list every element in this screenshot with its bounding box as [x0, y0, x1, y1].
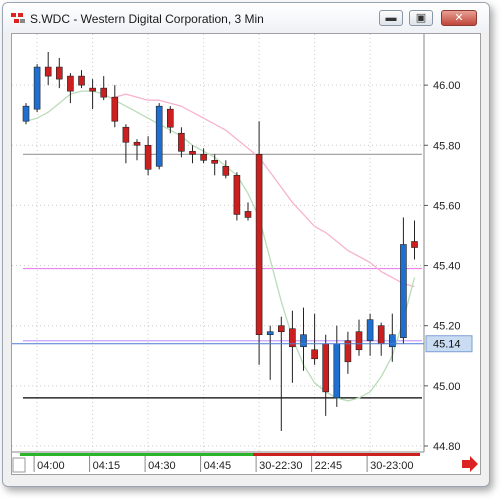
last-price-tag: [425, 335, 473, 353]
y-tick-label: 45.80: [433, 140, 461, 152]
candle-body[interactable]: [244, 211, 252, 218]
candle-body[interactable]: [78, 75, 85, 86]
axis-corner-box[interactable]: [12, 457, 26, 473]
candle-body[interactable]: [155, 105, 163, 167]
maximize-button[interactable]: ▣: [409, 10, 433, 26]
chart-window: S.WDC - Western Digital Corporation, 3 M…: [2, 2, 490, 487]
session-marker: [253, 453, 420, 456]
candle-body[interactable]: [222, 166, 230, 176]
last-price-label: 45.14: [433, 339, 461, 351]
candle-body[interactable]: [178, 132, 185, 152]
candle-body[interactable]: [333, 343, 341, 399]
candle-body[interactable]: [277, 325, 285, 333]
session-marker: [20, 453, 254, 456]
candle-body[interactable]: [300, 334, 307, 348]
x-tick-label: 04:45: [204, 460, 232, 472]
candle-body[interactable]: [89, 87, 96, 92]
candle-body[interactable]: [44, 66, 52, 77]
y-tick-label: 45.00: [433, 381, 461, 393]
minimize-icon: ▬: [385, 12, 397, 24]
x-tick-label: 04:15: [93, 460, 121, 472]
candle-body[interactable]: [255, 153, 263, 336]
candle-body[interactable]: [388, 334, 396, 348]
window-title: S.WDC - Western Digital Corporation, 3 M…: [30, 12, 264, 26]
candle-body[interactable]: [344, 340, 352, 363]
candle-body[interactable]: [411, 241, 418, 248]
y-tick-label: 44.80: [433, 441, 461, 453]
candle-body[interactable]: [144, 144, 152, 170]
candle-body[interactable]: [100, 87, 107, 98]
scroll-right-arrow-icon[interactable]: [462, 456, 478, 472]
candle-body[interactable]: [22, 105, 30, 122]
candle-body[interactable]: [111, 96, 119, 122]
candle-body[interactable]: [167, 108, 174, 128]
plot-background[interactable]: [12, 34, 424, 452]
close-icon: ✕: [454, 12, 464, 24]
x-tick-label: 30-23:00: [370, 460, 413, 472]
x-tick-label: 22:45: [315, 460, 343, 472]
maximize-icon: ▣: [415, 12, 427, 24]
candle-body[interactable]: [266, 331, 274, 336]
candle-body[interactable]: [400, 244, 407, 339]
x-tick-label: 04:30: [148, 460, 176, 472]
candle-body[interactable]: [189, 150, 196, 155]
candle-body[interactable]: [377, 325, 385, 345]
candle-body[interactable]: [289, 328, 296, 348]
candlestick-chart[interactable]: 44.80 45.00 45.20 45.40 45.60 45.80 46.00 45.14…: [12, 34, 482, 476]
candle-body[interactable]: [200, 153, 207, 161]
candle-body[interactable]: [366, 319, 374, 342]
chart-area[interactable]: 44.80 45.00 45.20 45.40 45.60 45.80 46.00 45.14…: [11, 33, 481, 475]
y-tick-label: 45.40: [433, 261, 461, 273]
title-bar[interactable]: S.WDC - Western Digital Corporation, 3 M…: [3, 3, 489, 33]
moving-average-slow: [114, 93, 415, 288]
candle-body[interactable]: [122, 126, 130, 143]
candle-body[interactable]: [133, 141, 141, 146]
candle-body[interactable]: [355, 331, 363, 351]
y-tick-label: 45.20: [433, 321, 461, 333]
candle-body[interactable]: [322, 343, 330, 393]
candle-body[interactable]: [33, 66, 41, 110]
close-button[interactable]: ✕: [441, 10, 477, 26]
x-tick-label: 30-22:30: [259, 460, 302, 472]
y-tick-label: 46.00: [433, 80, 461, 92]
candle-body[interactable]: [233, 175, 241, 215]
minimize-button[interactable]: ▬: [379, 10, 403, 26]
candle-body[interactable]: [211, 160, 218, 164]
x-tick-label: 04:00: [37, 460, 65, 472]
candle-body[interactable]: [67, 75, 74, 92]
y-tick-label: 45.60: [433, 200, 461, 212]
candle-body[interactable]: [311, 349, 318, 360]
candle-body[interactable]: [55, 66, 63, 80]
app-logo-icon: [11, 13, 25, 24]
